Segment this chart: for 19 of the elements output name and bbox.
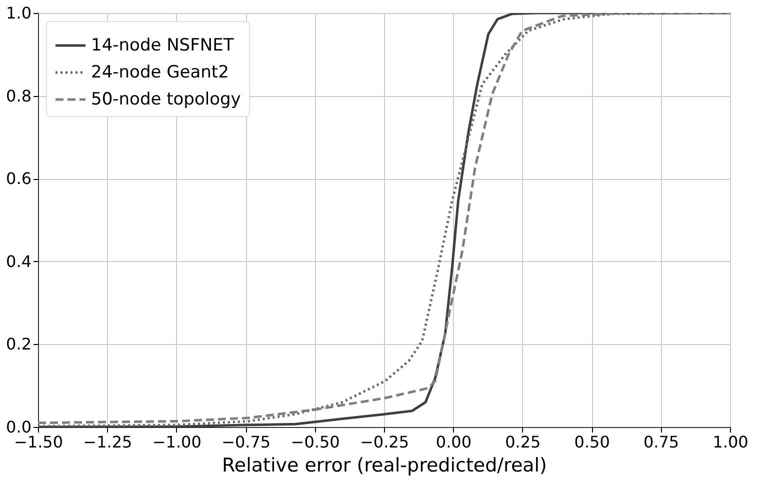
x-tick-label: −1.25	[83, 432, 132, 452]
y-tick-label: 0.6	[6, 169, 32, 188]
x-tick-label: −0.25	[360, 432, 410, 452]
x-tick-label: 0.75	[643, 432, 680, 452]
legend-label: 50-node topology	[91, 90, 241, 110]
y-tick-label: 0.2	[6, 334, 32, 354]
y-tick-label: 0.4	[6, 252, 32, 271]
x-tick-label: −0.50	[290, 432, 340, 452]
x-tick-label: 1.00	[712, 432, 748, 452]
x-axis-title: Relative error (real-predicted/real)	[222, 454, 547, 476]
legend-label: 24-node Geant2	[91, 62, 229, 82]
x-tick-label: 0.00	[436, 432, 472, 452]
legend-label: 14-node NSFNET	[91, 36, 234, 56]
x-tick-label: 0.25	[505, 432, 541, 452]
x-tick-label: 0.50	[574, 432, 610, 452]
x-tick-label: −1.00	[152, 432, 202, 452]
x-tick-label: −0.75	[222, 432, 271, 452]
y-tick-label: 0.8	[6, 86, 32, 106]
y-tick-label: 1.0	[6, 4, 32, 22]
